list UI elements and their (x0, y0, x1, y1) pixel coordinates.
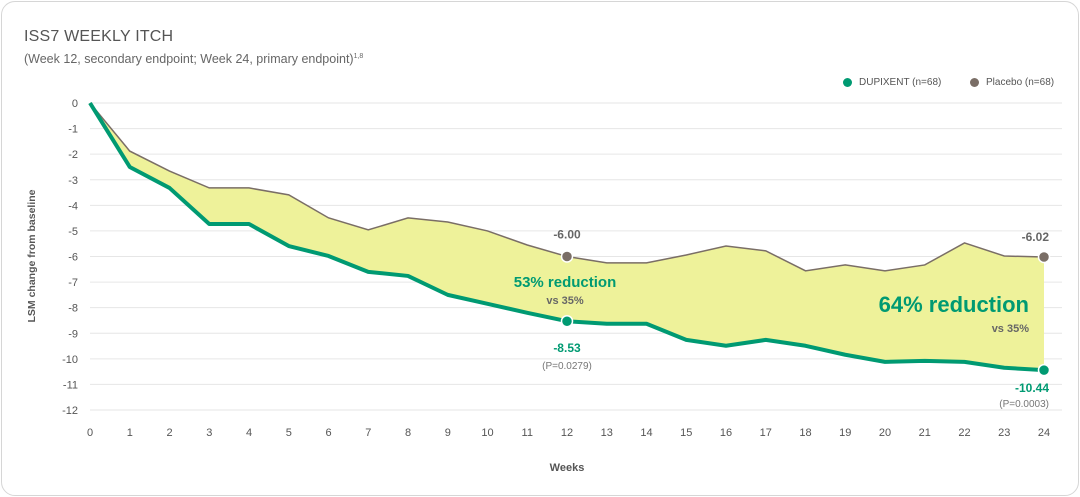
x-tick-label: 19 (839, 427, 851, 439)
placebo-point-week-24 (1037, 250, 1051, 264)
chart-title: ISS7 WEEKLY ITCH (24, 28, 174, 45)
x-tick-label: 7 (365, 427, 371, 439)
placebo-point-week-12 (560, 250, 574, 263)
y-tick-label: -7 (68, 277, 78, 289)
x-tick-label: 9 (445, 427, 451, 439)
x-tick-label: 2 (166, 427, 172, 439)
week12-vs: vs 35% (546, 295, 584, 307)
x-tick-label: 6 (325, 427, 331, 439)
y-tick-label: -4 (68, 200, 78, 212)
dupixent-week24-value: -10.44 (1015, 381, 1049, 395)
x-tick-label: 12 (561, 427, 573, 439)
legend-dupixent: DUPIXENT (n=68) (843, 77, 941, 88)
y-tick-label: -6 (68, 252, 78, 264)
y-tick-label: -5 (68, 226, 78, 238)
week24-p-value: (P=0.0003) (999, 399, 1049, 410)
week24-reduction: 64% reduction (879, 292, 1029, 317)
x-tick-label: 13 (601, 427, 613, 439)
x-tick-label: 5 (286, 427, 292, 439)
x-tick-label: 23 (998, 427, 1010, 439)
placebo-week24-value: -6.02 (1022, 230, 1050, 244)
dupixent-week12-value: -8.53 (553, 341, 581, 355)
y-axis-label: LSM change from baseline (26, 189, 38, 322)
legend-label-placebo: Placebo (n=68) (986, 77, 1055, 88)
x-axis-label: Weeks (550, 462, 585, 474)
subtitle-text: (Week 12, secondary endpoint; Week 24, p… (24, 52, 354, 66)
x-tick-label: 3 (206, 427, 212, 439)
x-tick-label: 22 (958, 427, 970, 439)
legend-label-dupixent: DUPIXENT (n=68) (859, 77, 942, 88)
y-tick-label: -12 (62, 405, 78, 417)
subtitle-footnote: 1,8 (353, 52, 364, 60)
x-tick-label: 18 (799, 427, 811, 439)
y-tick-label: -8 (68, 303, 78, 315)
x-tick-label: 21 (919, 427, 931, 439)
x-tick-label: 17 (760, 427, 772, 439)
x-tick-label: 1 (127, 427, 133, 439)
difference-area (90, 103, 1044, 371)
y-tick-label: -1 (68, 124, 78, 136)
x-tick-label: 11 (522, 427, 533, 439)
x-tick-label: 15 (680, 427, 692, 439)
dupixent-point-week-24 (1037, 363, 1051, 377)
x-tick-label: 24 (1038, 427, 1050, 439)
x-tick-label: 0 (87, 427, 93, 439)
dupixent-point-week-12 (560, 314, 574, 328)
y-tick-label: 0 (72, 98, 78, 110)
y-tick-label: -11 (63, 379, 78, 391)
y-tick-label: -10 (62, 354, 78, 366)
y-tick-label: -2 (68, 149, 78, 161)
week12-p-value: (P=0.0279) (542, 361, 592, 372)
legend-dot-placebo (970, 78, 979, 87)
placebo-week12-value: -6.00 (553, 228, 581, 242)
y-tick-label: -3 (68, 175, 78, 187)
week12-reduction: 53% reduction (514, 274, 617, 291)
x-tick-label: 8 (405, 427, 411, 439)
legend-placebo: Placebo (n=68) (970, 77, 1054, 88)
y-tick-label: -9 (68, 328, 78, 340)
x-tick-label: 20 (879, 427, 891, 439)
chart-subtitle: (Week 12, secondary endpoint; Week 24, p… (24, 52, 363, 66)
x-tick-label: 14 (640, 427, 652, 439)
x-tick-label: 10 (481, 427, 493, 439)
x-tick-label: 4 (246, 427, 252, 439)
legend-dot-dupixent (843, 78, 852, 87)
week24-vs: vs 35% (992, 323, 1030, 335)
x-tick-label: 16 (720, 427, 732, 439)
